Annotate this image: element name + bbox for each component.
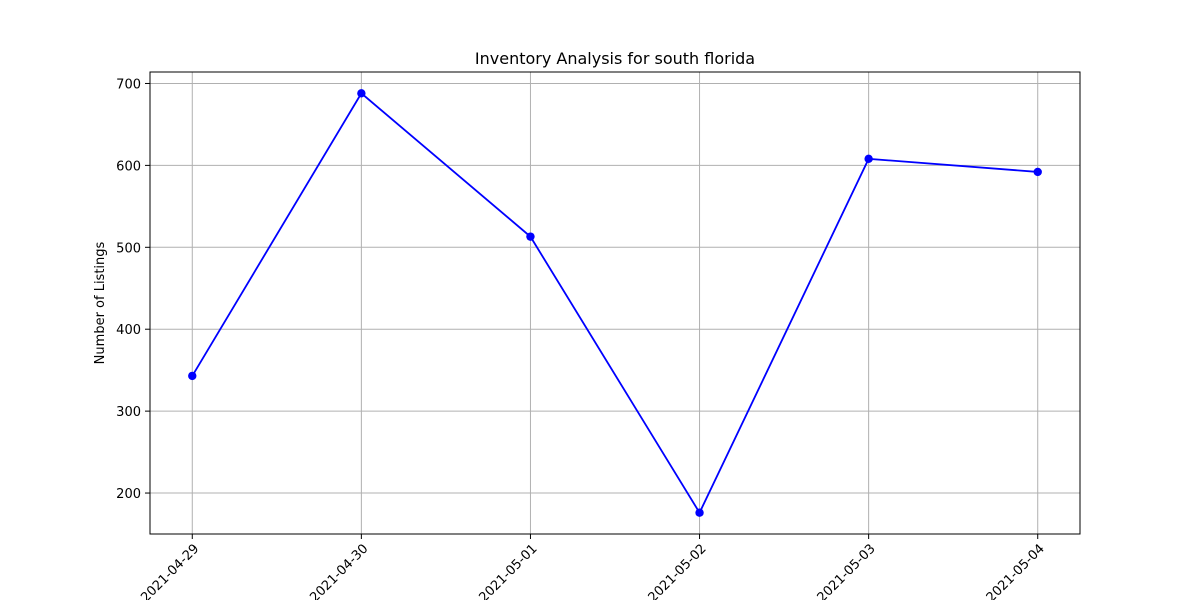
grid-lines <box>150 72 1080 534</box>
data-point <box>864 154 873 164</box>
data-point <box>695 508 704 517</box>
series-layer <box>188 89 1042 517</box>
data-point <box>526 232 535 241</box>
x-tick-label: 2021-05-02 <box>646 541 710 600</box>
y-tick-label: 500 <box>116 241 141 256</box>
data-point <box>188 371 197 381</box>
x-tick-label: 2021-05-01 <box>476 541 540 600</box>
y-tick-label: 300 <box>116 405 141 420</box>
x-tick-label: 2021-05-03 <box>815 541 879 600</box>
x-tick-label: 2021-04-29 <box>138 541 202 600</box>
data-point <box>357 89 366 98</box>
x-tick-label: 2021-04-30 <box>307 541 371 600</box>
y-tick-label: 400 <box>116 323 141 338</box>
y-tick-label: 600 <box>116 159 141 174</box>
plot-area-frame <box>149 71 1081 535</box>
y-tick-label: 200 <box>116 487 141 502</box>
x-tick-label: 2021-05-04 <box>984 541 1048 600</box>
y-axis-label: Number of Listings <box>93 241 108 364</box>
y-tick-label: 700 <box>116 77 141 92</box>
series-line <box>191 91 1038 515</box>
axis-ticks: 2021-04-29 2021-04-30 2021-05-01 2021-05-02… <box>116 77 1048 604</box>
chart-title: Inventory Analysis for south florida <box>475 49 755 68</box>
data-point <box>1033 167 1042 177</box>
